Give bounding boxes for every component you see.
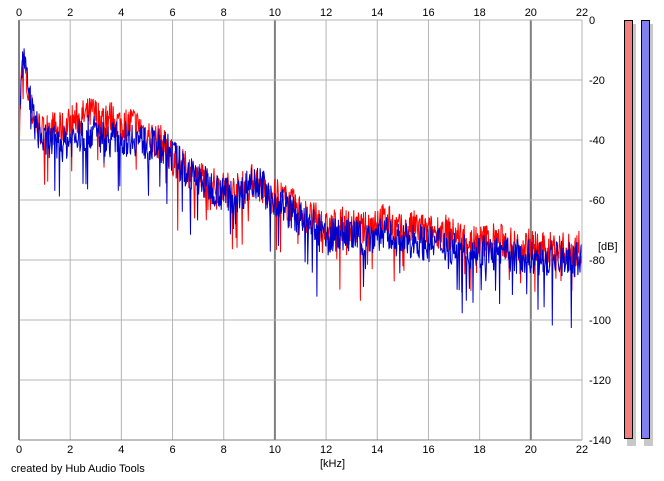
y-axis-label: [dB]: [598, 241, 618, 253]
x-tick-top-16: 16: [422, 7, 434, 19]
x-tick-bottom-4: 4: [118, 444, 124, 456]
x-tick-top-18: 18: [474, 7, 486, 19]
x-tick-bottom-20: 20: [525, 444, 537, 456]
grid-lines: [18, 19, 583, 441]
left-level-meter: [624, 20, 633, 439]
plot-background: [19, 20, 582, 440]
y-tick-0: 0: [589, 15, 595, 27]
x-axis-label: [kHz]: [320, 458, 346, 470]
y-tick--80: -80: [589, 255, 605, 267]
right-level-meter: [641, 20, 650, 439]
x-tick-bottom-8: 8: [221, 444, 227, 456]
x-tick-bottom-14: 14: [371, 444, 383, 456]
x-tick-labels-top: 0 2 4 6 8 10 12 14 16 18 20 22: [16, 7, 588, 19]
x-tick-bottom-12: 12: [320, 444, 332, 456]
x-tick-top-20: 20: [525, 7, 537, 19]
x-tick-top-4: 4: [118, 7, 124, 19]
x-tick-bottom-16: 16: [422, 444, 434, 456]
spectrum-series: [18, 48, 583, 329]
y-tick--40: -40: [589, 135, 605, 147]
x-tick-bottom-22: 22: [576, 444, 588, 456]
x-tick-bottom-6: 6: [169, 444, 175, 456]
credit-text: created by Hub Audio Tools: [11, 463, 145, 475]
y-tick-labels: 0 -20 -40 -60 -80 -100 -120 -140: [589, 15, 611, 447]
y-tick--140: -140: [589, 435, 611, 447]
y-tick--20: -20: [589, 75, 605, 87]
y-tick--100: -100: [589, 315, 611, 327]
x-tick-bottom-2: 2: [67, 444, 73, 456]
x-tick-bottom-0: 0: [16, 444, 22, 456]
right-channel-line: [18, 48, 583, 329]
x-tick-top-0: 0: [16, 7, 22, 19]
x-tick-top-10: 10: [269, 7, 281, 19]
x-tick-labels-bottom: 0 2 4 6 8 10 12 14 16 18 20 22: [16, 444, 588, 456]
x-tick-top-12: 12: [320, 7, 332, 19]
x-tick-top-2: 2: [67, 7, 73, 19]
x-tick-bottom-18: 18: [474, 444, 486, 456]
x-tick-top-14: 14: [371, 7, 383, 19]
x-tick-bottom-10: 10: [269, 444, 281, 456]
x-tick-top-22: 22: [576, 7, 588, 19]
y-tick--120: -120: [589, 375, 611, 387]
x-tick-top-8: 8: [221, 7, 227, 19]
plot-frame: [18, 19, 583, 441]
y-tick--60: -60: [589, 195, 605, 207]
x-tick-top-6: 6: [169, 7, 175, 19]
